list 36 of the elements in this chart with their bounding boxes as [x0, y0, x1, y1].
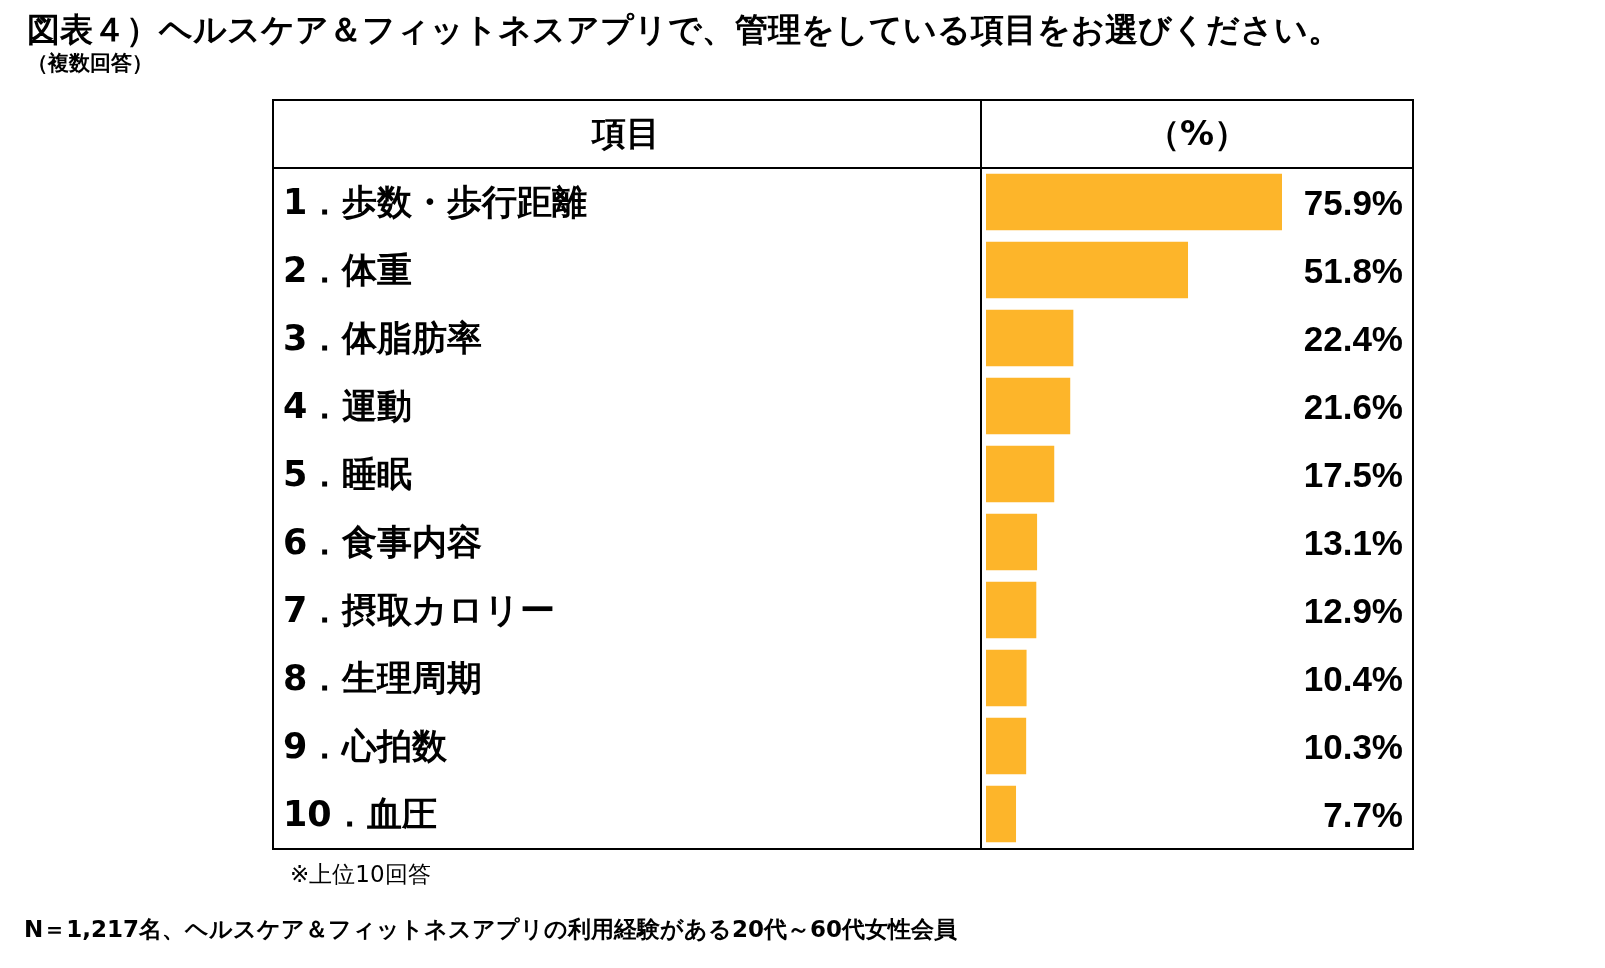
- y-tick-label: 7．摂取カロリー: [283, 590, 556, 630]
- data-label: 21.6%: [1303, 386, 1403, 426]
- y-tick-label: 5．睡眠: [283, 454, 413, 494]
- data-label: 51.8%: [1303, 250, 1403, 290]
- bar: [986, 649, 1027, 707]
- y-tick-label: 8．生理周期: [283, 658, 483, 698]
- bar: [986, 173, 1282, 231]
- x-axis-title: （%）: [1145, 113, 1249, 153]
- bar: [986, 377, 1071, 435]
- y-tick-label: 6．食事内容: [283, 522, 483, 562]
- y-tick-label: 3．体脂肪率: [283, 318, 483, 358]
- data-label: 22.4%: [1303, 318, 1403, 358]
- y-tick-label: 2．体重: [283, 250, 413, 290]
- data-label: 7.7%: [1323, 794, 1403, 834]
- y-tick-label: 10．血圧: [283, 794, 437, 834]
- bar: [986, 309, 1074, 367]
- data-label: 10.4%: [1303, 658, 1403, 698]
- bar: [986, 513, 1038, 571]
- text: （複数回答）: [27, 50, 153, 75]
- y-tick-label: 1．歩数・歩行距離: [283, 182, 588, 222]
- bar: [986, 581, 1037, 639]
- text: N＝1,217名、ヘルスケア＆フィットネスアプリの利用経験がある20代～60代女性会員: [24, 915, 958, 942]
- data-label: 13.1%: [1303, 522, 1403, 562]
- data-label: 75.9%: [1303, 182, 1403, 222]
- y-tick-label: 9．心拍数: [283, 726, 449, 766]
- bar: [986, 717, 1027, 775]
- data-label: 10.3%: [1303, 726, 1403, 766]
- bar: [986, 785, 1017, 843]
- data-label: 12.9%: [1303, 590, 1403, 630]
- data-label: 17.5%: [1303, 454, 1403, 494]
- y-axis-title: 項目: [590, 113, 660, 153]
- bar: [986, 241, 1189, 299]
- text: 図表４）ヘルスケア＆フィットネスアプリで、管理をしている項目をお選びください。: [27, 10, 1341, 49]
- bar: [986, 445, 1055, 503]
- text: ※上位10回答: [290, 860, 431, 887]
- y-tick-label: 4．運動: [283, 386, 413, 426]
